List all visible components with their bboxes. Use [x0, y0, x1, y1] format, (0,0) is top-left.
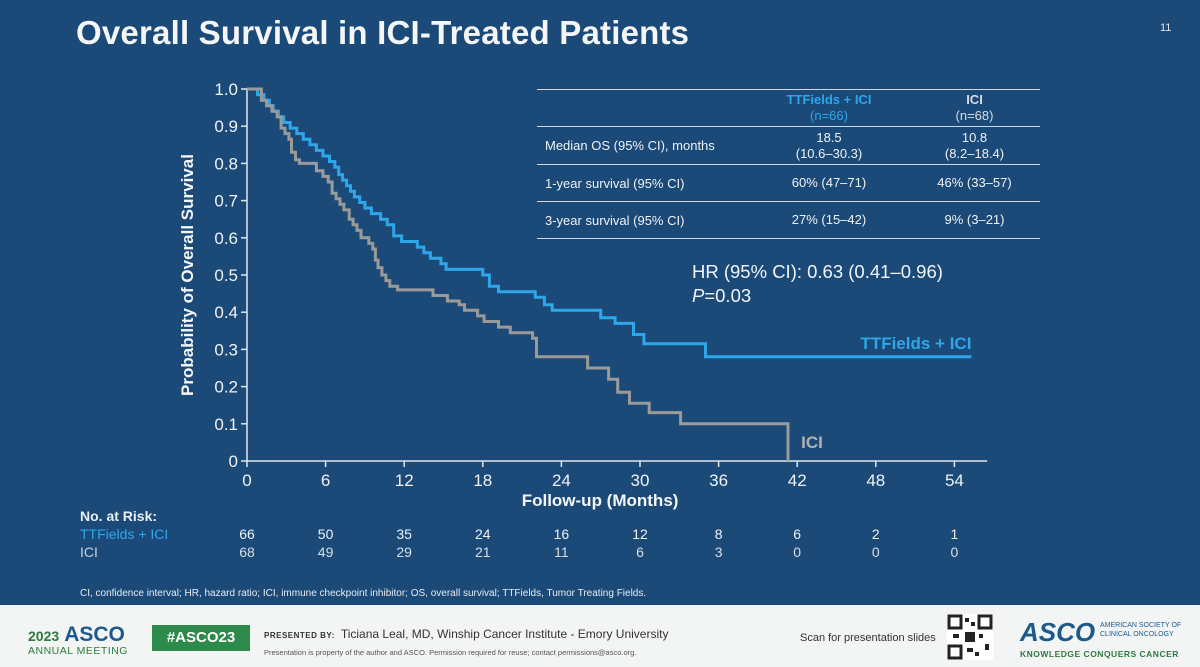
stats-row: 1-year survival (95% CI) 60% (47–71) 46%…	[537, 165, 1040, 202]
stats-header-ttfields-n: (n=66)	[810, 108, 848, 123]
y-tick-label: 0.9	[214, 117, 238, 136]
at-risk-value: 3	[714, 544, 723, 560]
presenter-line: PRESENTED BY: Ticiana Leal, MD, Winship C…	[264, 627, 668, 641]
hazard-ratio-annotation: HR (95% CI): 0.63 (0.41–0.96) P=0.03	[692, 260, 943, 308]
stats-header-ici: ICI (n=68)	[909, 90, 1040, 127]
stats-header-ici-title: ICI	[966, 92, 983, 107]
x-tick-label: 12	[395, 471, 414, 490]
hr-text: HR (95% CI): 0.63 (0.41–0.96)	[692, 261, 943, 282]
x-tick-label: 36	[709, 471, 728, 490]
at-risk-value: 24	[475, 526, 491, 542]
y-tick-label: 0.8	[214, 154, 238, 173]
footnote: CI, confidence interval; HR, hazard rati…	[80, 588, 647, 599]
stats-ttfields-value: 60% (47–71)	[791, 175, 867, 190]
x-axis-label: Follow-up (Months)	[522, 491, 679, 510]
at-risk-value: 68	[239, 544, 255, 560]
at-risk-value: 2	[871, 526, 880, 542]
at-risk-value: 1	[950, 526, 959, 542]
at-risk-value: 0	[950, 544, 959, 560]
stats-ttfields-value: 18.5 (10.6–30.3)	[795, 129, 863, 161]
slide-title: Overall Survival in ICI-Treated Patients	[76, 14, 690, 51]
y-tick-label: 1.0	[214, 80, 238, 99]
y-tick-label: 0.5	[214, 266, 238, 285]
at-risk-value: 35	[396, 526, 412, 542]
x-tick-label: 48	[866, 471, 885, 490]
stats-ici-value: 9% (3–21)	[944, 212, 1005, 227]
meeting-asco: ASCO	[64, 623, 125, 646]
qr-code-icon[interactable]	[947, 614, 993, 660]
stats-table: TTFields + ICI (n=66) ICI (n=68) Median …	[537, 89, 1040, 239]
series-label-ici: ICI	[801, 433, 823, 452]
at-risk-value: 0	[793, 544, 802, 560]
y-axis-label: Probability of Overall Survival	[178, 154, 197, 396]
km-chart: 0 0.1 0.2 0.3 0.4 0.5 0.6 0.7 0.8 0.9 1.0 0 6 12 18 24 3…	[178, 80, 988, 510]
ici-survival-curve	[247, 87, 790, 461]
at-risk-value: 11	[554, 544, 569, 560]
ttfields-survival-curve	[247, 87, 972, 359]
at-risk-label-ttfields: TTFields + ICI	[80, 526, 169, 542]
x-tick-label: 30	[631, 471, 650, 490]
y-tick-label: 0.6	[214, 229, 238, 248]
presented-by-label: PRESENTED BY:	[264, 631, 335, 640]
p-value: P=0.03	[692, 284, 943, 308]
meeting-logo: 2023 ASCO	[28, 623, 125, 647]
x-tick-label: 0	[242, 471, 251, 490]
disclaimer: Presentation is property of the author a…	[264, 648, 637, 657]
x-tick-label: 24	[552, 471, 571, 490]
meeting-name: ANNUAL MEETING	[28, 645, 128, 657]
at-risk-value: 16	[553, 526, 570, 542]
slide: Overall Survival in ICI-Treated Patients…	[0, 0, 1200, 605]
stats-row: Median OS (95% CI), months 18.5 (10.6–30.…	[537, 127, 1040, 165]
y-tick-label: 0.4	[214, 303, 238, 322]
y-tick-label: 0.7	[214, 192, 238, 211]
presenter-name: Ticiana Leal, MD, Winship Cancer Institu…	[340, 627, 669, 641]
at-risk-value: 21	[475, 544, 491, 560]
x-tick-label: 54	[945, 471, 964, 490]
y-tick-label: 0.2	[214, 378, 238, 397]
asco-logo: ASCO	[1020, 617, 1096, 647]
y-tick-label: 0.3	[214, 340, 238, 359]
at-risk-value: 6	[636, 544, 644, 560]
x-tick-label: 18	[473, 471, 492, 490]
x-tick-label: 6	[321, 471, 330, 490]
p-rest: =0.03	[704, 285, 752, 306]
at-risk-value: 8	[714, 526, 723, 542]
stats-header-row: TTFields + ICI (n=66) ICI (n=68)	[537, 89, 1040, 127]
y-tick-label: 0	[229, 452, 238, 471]
stats-ici-value: 10.8 (8.2–18.4)	[944, 129, 1005, 161]
stats-row: 3-year survival (95% CI) 27% (15–42) 9% …	[537, 202, 1040, 239]
at-risk-value: 12	[632, 526, 648, 542]
at-risk-value: 0	[871, 544, 880, 560]
stats-ttfields-value: 27% (15–42)	[791, 212, 867, 227]
p-italic: P	[692, 285, 705, 306]
slide-number: 11	[1160, 22, 1172, 34]
x-tick-label: 42	[788, 471, 807, 490]
meeting-year: 2023	[28, 628, 60, 644]
at-risk-value: 49	[317, 544, 334, 560]
stats-ici-value: 46% (33–57)	[937, 175, 1012, 190]
at-risk-title: No. at Risk:	[80, 508, 158, 524]
y-tick-label: 0.1	[214, 415, 238, 434]
at-risk-label-ici: ICI	[80, 544, 98, 560]
asco-society: AMERICAN SOCIETY OF CLINICAL ONCOLOGY	[1100, 622, 1182, 638]
at-risk-value: 6	[793, 526, 802, 542]
stats-header-ici-n: (n=68)	[955, 108, 994, 123]
stats-row-label: Median OS (95% CI), months	[545, 138, 715, 153]
at-risk-value: 50	[317, 526, 334, 542]
series-label-ttfields: TTFields + ICI	[860, 334, 971, 353]
stats-row-label: 1-year survival (95% CI)	[545, 175, 685, 191]
scan-text: Scan for presentation slides	[800, 632, 936, 644]
hashtag-badge: #ASCO23	[152, 625, 250, 651]
stats-row-label: 3-year survival (95% CI)	[545, 212, 685, 228]
stats-header-ttfields-title: TTFields + ICI	[786, 92, 872, 107]
at-risk-value: 29	[396, 544, 412, 560]
footer-bar: 2023 ASCO ANNUAL MEETING #ASCO23 PRESENT…	[0, 605, 1200, 667]
stats-header-ttfields: TTFields + ICI (n=66)	[749, 90, 909, 127]
asco-tagline: KNOWLEDGE CONQUERS CANCER	[1020, 649, 1179, 659]
at-risk-value: 66	[239, 526, 255, 542]
